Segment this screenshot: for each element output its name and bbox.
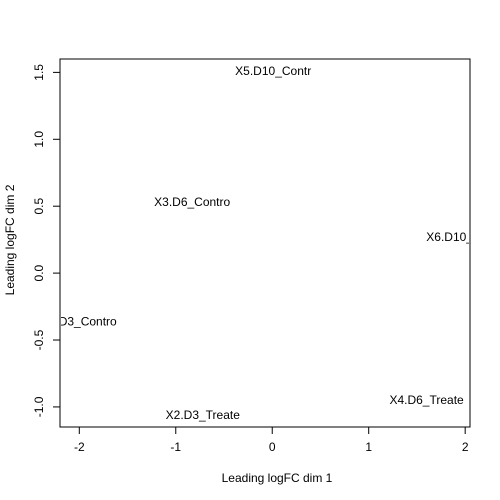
x-tick-label: 2 — [462, 440, 469, 454]
plot-frame — [59, 58, 471, 428]
y-tick-label: 0.0 — [32, 264, 46, 281]
point-labels: X5.D10_Contr X3.D6_Contro X6.D10_Tre .D3_Co… — [55, 64, 491, 422]
point-label: X3.D6_Contro — [154, 195, 230, 209]
y-axis-label: Leading logFC dim 2 — [3, 184, 17, 295]
x-tick-label: 0 — [269, 440, 276, 454]
point-label: .D3_Contro — [55, 314, 117, 328]
point-label: X5.D10_Contr — [235, 64, 311, 78]
point-label: X6.D10_Tre — [426, 230, 491, 244]
point-label: X4.D6_Treate — [389, 393, 464, 407]
y-tick-label: 1.5 — [32, 64, 46, 81]
x-tick-label: 1 — [365, 440, 372, 454]
axes: -2 -1 0 1 2 -1.0 -0.5 0.0 0.5 1.0 1.5 — [32, 58, 471, 454]
y-tick-label: -1.0 — [32, 396, 46, 417]
point-label: X2.D3_Treate — [166, 408, 241, 422]
x-tick-label: -2 — [74, 440, 85, 454]
x-axis-label: Leading logFC dim 1 — [222, 471, 333, 485]
y-tick-label: 1.0 — [32, 131, 46, 148]
y-tick-label: 0.5 — [32, 198, 46, 215]
x-tick-label: -1 — [170, 440, 181, 454]
y-tick-label: -0.5 — [32, 329, 46, 350]
